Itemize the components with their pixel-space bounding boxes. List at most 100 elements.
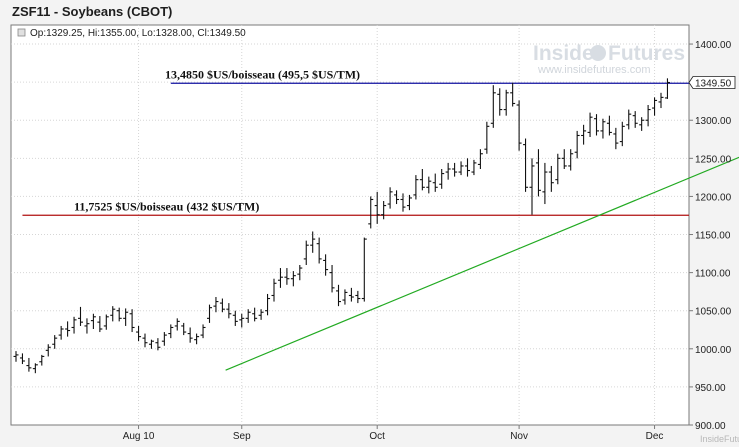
ohlc-bar — [394, 190, 400, 205]
y-tick-label: 1150.00 — [695, 231, 731, 242]
ohlc-bar — [187, 327, 193, 343]
ohlc-bar — [503, 89, 509, 116]
ohlc-bar — [136, 325, 142, 342]
ohlc-bar — [232, 310, 238, 326]
ohlc-bar — [277, 268, 283, 288]
price-levels: 13,4850 $US/boisseau (495,5 $US/TM) 11,75… — [22, 67, 689, 216]
ohlc-bar — [458, 161, 464, 176]
x-tick-label: Dec — [646, 431, 664, 442]
ohlc-bar — [445, 162, 451, 180]
ohlc-bar — [142, 333, 148, 348]
ohlc-bar — [110, 306, 116, 322]
ohlc-bar — [348, 287, 354, 302]
ohlc-bar — [361, 237, 367, 302]
ohlc-bar — [226, 303, 232, 319]
support-trendline — [225, 156, 739, 371]
ohlc-bar — [52, 335, 58, 349]
ohlc-bar — [368, 196, 374, 229]
ohlc-bar — [39, 354, 45, 366]
ohlc-legend: Op:1329.25, Hi:1355.00, Lo:1328.00, Cl:1… — [17, 28, 246, 39]
x-tick-label: Aug 10 — [123, 431, 155, 442]
x-axis: Aug 10 Sep Oct Nov Dec — [123, 425, 664, 442]
last-price-flag: 1349.50 — [688, 76, 736, 90]
ohlc-bar — [316, 237, 322, 264]
y-tick-label: 1100.00 — [695, 269, 731, 280]
ohlc-bar — [497, 88, 503, 116]
ohlc-bar — [413, 175, 419, 200]
ohlc-bar — [465, 158, 470, 177]
ohlc-bar — [174, 318, 180, 331]
ohlc-bar — [239, 313, 245, 328]
ohlc-bar — [619, 121, 625, 147]
ohlc-bar — [13, 351, 19, 362]
ohlc-bar — [123, 308, 129, 326]
ohlc-bar — [303, 240, 309, 265]
ohlc-bar — [194, 333, 200, 345]
ohlc-bar — [510, 82, 516, 107]
y-tick-label: 1400.00 — [695, 40, 732, 51]
ohlc-bar — [581, 124, 587, 145]
watermark-url: www.insidefutures.com — [537, 64, 651, 76]
level-label: 11,7525 $US/boisseau (432 $US/TM) — [74, 199, 259, 213]
ohlc-bar — [103, 314, 109, 330]
ohlc-bar — [432, 173, 438, 192]
ohlc-bar — [387, 187, 393, 209]
plot-area — [10, 24, 690, 426]
ohlc-bar — [265, 293, 271, 316]
ohlc-bar — [219, 298, 225, 313]
ohlc-bar — [355, 290, 361, 304]
ohlc-bar — [310, 231, 316, 253]
ohlc-bar — [484, 121, 490, 154]
ohlc-bar — [26, 357, 32, 372]
ohlc-bar — [594, 114, 599, 136]
ohlc-bar — [290, 271, 296, 287]
chart-title: ZSF11 - Soybeans (CBOT) — [12, 4, 173, 19]
ohlc-bar — [400, 193, 406, 212]
ohlc-bar — [32, 363, 38, 374]
y-tick-label: 1250.00 — [695, 154, 732, 165]
ohlc-bar — [516, 100, 522, 151]
ohlc-bar — [342, 289, 348, 305]
ohlc-bar — [271, 278, 277, 302]
ohlc-bar — [45, 344, 51, 357]
ohlc-bar — [297, 265, 303, 281]
trendline — [225, 156, 739, 371]
level-label: 13,4850 $US/boisseau (495,5 $US/TM) — [165, 67, 360, 81]
ohlc-bar — [664, 78, 670, 99]
ohlc-bar — [58, 325, 64, 340]
x-tick-label: Nov — [510, 431, 528, 442]
ohlc-bar — [645, 105, 651, 127]
y-tick-label: 900.00 — [695, 421, 726, 432]
ohlc-bar — [613, 127, 619, 150]
ohlc-bar — [65, 321, 71, 337]
ohlc-bar — [471, 159, 477, 176]
ohlc-bars — [13, 78, 670, 374]
ohlc-bar — [71, 316, 77, 334]
insidefutures-watermark: Inside Futures www.insidefutures.com — [533, 42, 685, 76]
ohlc-bar — [406, 194, 412, 211]
ohlc-bar — [529, 158, 535, 215]
y-tick-label: 950.00 — [695, 383, 726, 394]
watermark-brand-futures: Futures — [608, 42, 685, 65]
plot-background — [10, 24, 690, 426]
last-price-flag-shape — [688, 76, 736, 89]
ohlc-bar — [252, 307, 258, 322]
legend-swatch-icon — [17, 28, 26, 37]
y-tick-label: 1050.00 — [695, 307, 732, 318]
ohlc-bar — [426, 176, 432, 194]
ohlc-bar — [116, 307, 122, 322]
y-tick-label: 1300.00 — [695, 116, 732, 127]
ohlc-bar — [542, 162, 548, 205]
ohlc-bar — [155, 338, 161, 351]
ohlc-bar — [245, 309, 251, 323]
ohlc-bar — [477, 149, 483, 169]
ohlc-bar — [329, 265, 335, 293]
ohlc-bar — [207, 304, 212, 323]
ohlc-bar — [439, 169, 445, 189]
ohlc-bar — [626, 109, 632, 130]
ohlc-bar — [284, 268, 290, 285]
ohlc-bar — [600, 118, 606, 139]
ohlc-bar — [568, 149, 574, 171]
ohlc-bar — [213, 297, 219, 313]
